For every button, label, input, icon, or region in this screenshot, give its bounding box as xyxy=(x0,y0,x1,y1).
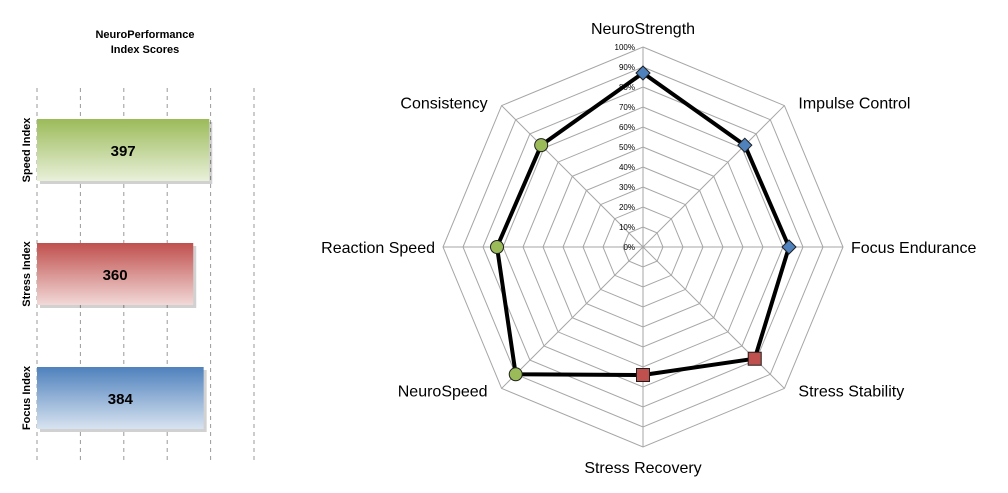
bar-focus-index xyxy=(37,367,204,429)
bar-value-label: 384 xyxy=(108,391,134,408)
bar-category-label: Focus Index xyxy=(21,365,33,430)
radar-axis-label-neurostrength: NeuroStrength xyxy=(591,21,695,38)
bar-chart-title: NeuroPerformance Index Scores xyxy=(95,29,195,56)
radar-axis-label-focus-endurance: Focus Endurance xyxy=(851,240,977,257)
radar-tick-label: 80% xyxy=(619,83,635,92)
radar-tick-label: 50% xyxy=(619,143,635,152)
radar-point-impulse-control xyxy=(737,137,753,153)
radar-point-neurospeed xyxy=(508,367,523,382)
radar-point-stress-stability xyxy=(747,351,762,366)
radar-point-neurostrength xyxy=(635,65,651,81)
radar-chart-svg: 0% 10% 20% 30% 40% 50% 60% 70% 80% 90% 100% NeuroSt… xyxy=(321,21,977,477)
bar-category-label: Stress Index xyxy=(21,240,33,306)
radar-tick-label: 10% xyxy=(619,223,635,232)
radar-tick-label: 0% xyxy=(623,243,635,252)
radar-point-focus-endurance xyxy=(781,239,797,255)
radar-axis-label-reaction-speed: Reaction Speed xyxy=(321,240,435,257)
index-scores-bar-chart: NeuroPerformance Index Scores 397 Speed I… xyxy=(0,0,290,488)
bar-value-label: 360 xyxy=(103,267,128,284)
bar-category-label: Speed Index xyxy=(21,117,33,183)
radar-spoke xyxy=(501,246,644,389)
radar-point-reaction-speed xyxy=(490,240,504,254)
radar-spoke xyxy=(642,105,785,248)
radar-tick-label: 30% xyxy=(619,183,635,192)
radar-tick-label: 70% xyxy=(619,103,635,112)
radar-axis-label-neurospeed: NeuroSpeed xyxy=(398,383,488,400)
radar-chart: 0% 10% 20% 30% 40% 50% 60% 70% 80% 90% 100% NeuroSt… xyxy=(290,0,1008,488)
bar-stress-index xyxy=(37,243,194,305)
radar-axis-label-stress-recovery: Stress Recovery xyxy=(584,460,701,477)
radar-tick-label: 40% xyxy=(619,163,635,172)
radar-point-consistency xyxy=(534,138,549,153)
radar-axis-label-stress-stability: Stress Stability xyxy=(798,383,904,400)
radar-tick-label: 100% xyxy=(615,43,635,52)
bar-speed-index xyxy=(37,119,210,181)
radar-tick-label: 60% xyxy=(619,123,635,132)
bar-chart-svg: 397 Speed Index 360 Stress Index 384 Focus In… xyxy=(21,88,255,460)
radar-tick-label: 20% xyxy=(619,203,635,212)
radar-tick-label: 90% xyxy=(619,63,635,72)
radar-point-stress-recovery xyxy=(636,368,650,382)
bar-value-label: 397 xyxy=(111,143,136,160)
radar-axis-label-impulse-control: Impulse Control xyxy=(798,96,910,113)
radar-spoke xyxy=(501,105,644,248)
radar-axis-label-consistency: Consistency xyxy=(400,96,487,113)
